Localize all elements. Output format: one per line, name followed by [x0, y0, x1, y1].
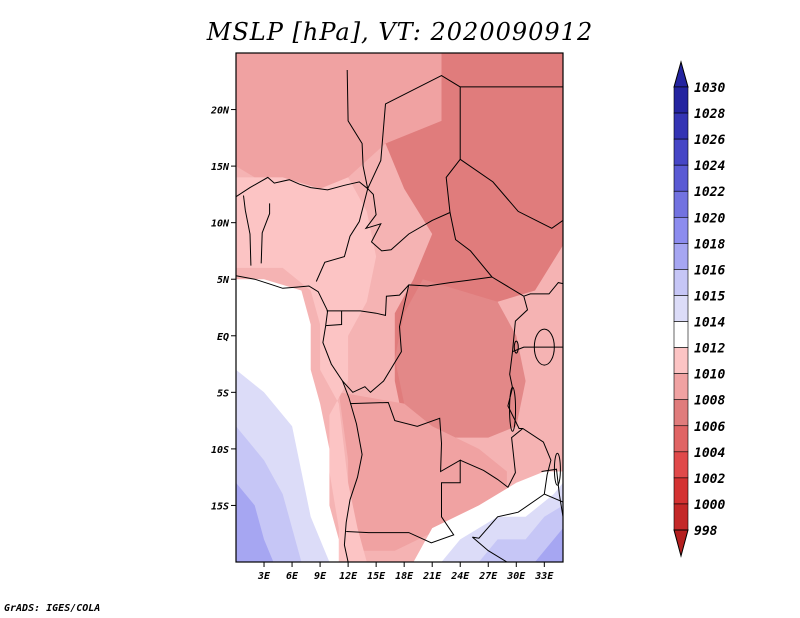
x-tick-label: 21E — [422, 571, 442, 582]
colorbar-min-arrow — [673, 529, 689, 558]
border-line — [346, 401, 461, 544]
field-region-southeast-corner-blue — [535, 528, 563, 562]
border-line — [512, 296, 529, 352]
colorbar-box — [673, 190, 689, 218]
field-region-sahara-trough — [254, 53, 563, 427]
y-tick-label: 20N — [210, 106, 230, 117]
y-tick-label: EQ — [217, 332, 229, 343]
border-line — [472, 536, 508, 562]
colorbar-label: 1008 — [694, 394, 725, 409]
colorbar-box — [673, 112, 689, 140]
colorbar-label: 1012 — [694, 342, 725, 357]
field-region-gulf-coast-band — [236, 177, 377, 562]
colorbar-box — [673, 503, 689, 531]
field-region-angola-region — [338, 392, 507, 551]
colorbar-label: 1000 — [694, 498, 725, 513]
y-tick-label: 15N — [211, 162, 230, 173]
border-line — [236, 275, 363, 562]
colorbar-box — [673, 347, 689, 374]
colorbar-box — [673, 477, 689, 505]
lake-outline — [509, 386, 517, 432]
colorbar-label: 1024 — [694, 159, 725, 174]
border-line — [364, 188, 525, 297]
x-tick-label: 33E — [534, 571, 554, 582]
colorbar-label: 1015 — [694, 289, 725, 304]
border-line — [523, 282, 563, 297]
y-tick-label: 15S — [211, 501, 229, 512]
map-title: MSLP [hPa], VT: 2020090912 — [206, 18, 594, 46]
border-line — [460, 428, 524, 489]
colorbar: 998 1000 1002 1004 1006 1008 1010 1012 1014 1015 1… — [673, 60, 725, 558]
border-line — [472, 351, 552, 539]
grads-credit: GrADS: IGES/COLA — [4, 603, 101, 614]
y-tick-label: 5N — [217, 275, 230, 286]
colorbar-label: 1028 — [694, 107, 725, 122]
colorbar-label: 1014 — [694, 316, 725, 331]
border-line — [326, 276, 493, 317]
x-tick-label: 24E — [450, 571, 470, 582]
colorbar-box — [673, 451, 689, 479]
x-tick-label: 18E — [395, 571, 414, 582]
colorbar-box — [673, 86, 689, 114]
colorbar-label: 1026 — [694, 133, 725, 148]
border-line — [541, 468, 563, 517]
map-frame — [235, 52, 564, 563]
lake-outline — [533, 328, 555, 366]
pressure-field — [236, 53, 563, 562]
border-line — [325, 310, 343, 327]
colorbar-box — [673, 399, 689, 427]
colorbar-label: 1018 — [694, 237, 725, 252]
colorbar-box — [673, 425, 689, 453]
lake-outline — [553, 452, 561, 486]
border-line — [236, 176, 369, 198]
x-tick-label: 15E — [367, 571, 386, 582]
x-tick-label: 9E — [314, 571, 327, 582]
border-line — [459, 158, 563, 229]
y-tick-label: 10N — [211, 219, 230, 230]
colorbar-box — [673, 216, 689, 244]
x-tick-label: 6E — [286, 571, 299, 582]
x-tick-label: 12E — [339, 571, 358, 582]
colorbar-box — [673, 295, 689, 322]
colorbar-label: 1006 — [694, 420, 725, 435]
field-region-atlantic-blue — [236, 482, 274, 562]
colorbar-label: 1030 — [694, 81, 725, 96]
border-line — [346, 69, 369, 189]
latitude-axis: 20N 15N 10N 5N EQ 5S 10S 15S — [210, 106, 236, 512]
colorbar-box — [673, 373, 689, 401]
colorbar-label: 1004 — [694, 446, 725, 461]
field-region-southern-africa-blue — [478, 505, 563, 562]
colorbar-max-arrow — [673, 60, 689, 88]
y-tick-label: 10S — [211, 445, 229, 456]
border-line — [260, 203, 271, 264]
border-line — [315, 188, 369, 282]
y-tick-label: 5S — [217, 388, 229, 399]
border-line — [243, 195, 252, 266]
colorbar-box — [673, 243, 689, 270]
colorbar-box — [673, 269, 689, 296]
border-line — [342, 284, 410, 393]
longitude-axis: 3E 6E 9E 12E 15E 18E 21E 24E 27E 30E 33E — [257, 562, 554, 582]
x-tick-label: 3E — [257, 571, 271, 582]
x-tick-label: 30E — [506, 571, 526, 582]
colorbar-label: 998 — [694, 524, 718, 539]
lake-outline — [513, 340, 519, 354]
colorbar-label: 1016 — [694, 263, 725, 278]
colorbar-label: 1010 — [694, 368, 725, 383]
country-borders — [236, 69, 563, 562]
colorbar-box — [673, 321, 689, 348]
colorbar-label: 1022 — [694, 185, 725, 200]
colorbar-label: 1002 — [694, 472, 725, 487]
field-region-central-africa — [236, 53, 442, 189]
colorbar-label: 1020 — [694, 211, 725, 226]
colorbar-box — [673, 164, 689, 192]
field-region-congo-basin-low — [394, 279, 526, 438]
x-tick-label: 27E — [478, 571, 498, 582]
colorbar-box — [673, 138, 689, 166]
